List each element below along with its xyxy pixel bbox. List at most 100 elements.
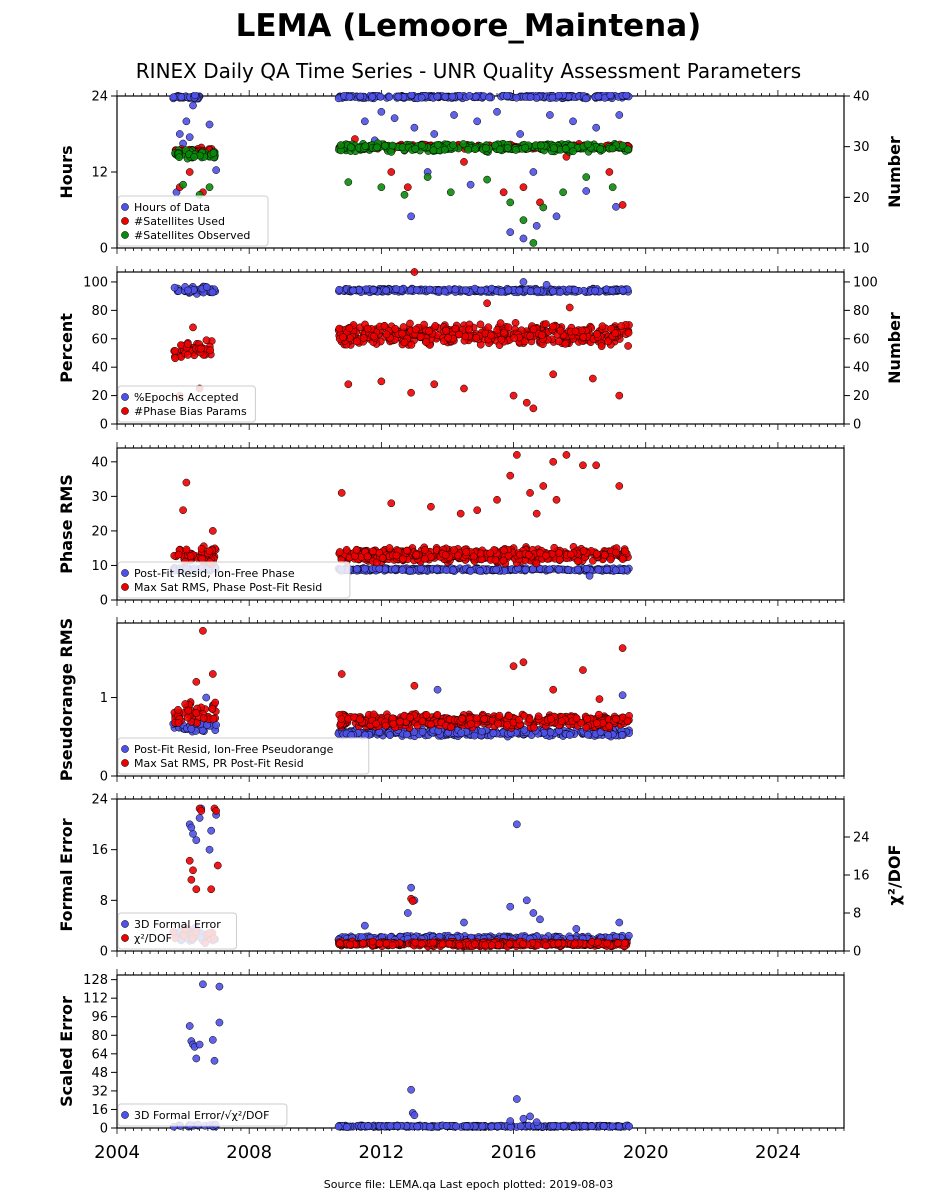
- data-point: [372, 558, 381, 567]
- data-point: [505, 712, 513, 720]
- data-point: [538, 331, 546, 339]
- data-point: [597, 342, 606, 351]
- data-point: [209, 714, 218, 723]
- data-point: [412, 551, 421, 559]
- data-point: [386, 731, 394, 739]
- data-point: [521, 565, 530, 574]
- legend-marker: [121, 759, 129, 767]
- y-tick-label: 8: [100, 894, 108, 909]
- data-point: [497, 288, 506, 296]
- data-point: [470, 731, 479, 740]
- data-point: [606, 555, 615, 564]
- legend-label: #Satellites Observed: [134, 229, 250, 242]
- data-point: [493, 107, 501, 116]
- data-point: [552, 212, 561, 221]
- data-point: [566, 550, 575, 559]
- figure-subtitle: RINEX Daily QA Time Series - UNR Quality…: [136, 59, 801, 83]
- data-point: [368, 547, 377, 556]
- data-point: [189, 101, 197, 110]
- data-points: [170, 268, 633, 413]
- data-point: [502, 92, 511, 100]
- data-point: [372, 719, 381, 728]
- data-point: [555, 555, 564, 564]
- data-point: [376, 92, 385, 101]
- data-point: [441, 92, 450, 101]
- data-point: [403, 909, 412, 917]
- data-point: [410, 681, 419, 690]
- data-point: [392, 551, 401, 560]
- data-point: [548, 93, 557, 102]
- data-point: [360, 921, 369, 930]
- data-point: [565, 303, 574, 312]
- data-point: [549, 322, 557, 331]
- y-right-tick-label: 30: [853, 140, 870, 155]
- panel-p4: 0 1 Pseudorange RMS Post-Fit Resid, Ion-Fre…: [57, 617, 845, 785]
- legend-label: Post-Fit Resid, Ion-Free Pseudorange: [134, 743, 334, 756]
- data-point: [174, 705, 182, 714]
- legend-box: [117, 385, 256, 423]
- data-point: [476, 286, 485, 295]
- data-point: [202, 336, 211, 345]
- data-point: [175, 130, 184, 138]
- data-point: [515, 286, 524, 295]
- data-point: [471, 145, 479, 154]
- data-point: [582, 187, 591, 195]
- data-point: [356, 715, 364, 724]
- data-point: [205, 547, 214, 555]
- data-point: [496, 145, 504, 154]
- data-point: [460, 918, 468, 927]
- figure-title: LEMA (Lemoore_Maintena): [236, 8, 702, 44]
- data-point: [387, 148, 396, 156]
- data-point: [411, 144, 419, 153]
- legend-marker: [121, 583, 129, 591]
- legend-label: #Satellites Used: [134, 215, 225, 228]
- data-point: [522, 896, 531, 905]
- y-right-tick-label: 40: [853, 361, 870, 376]
- data-point: [335, 324, 344, 333]
- data-point: [611, 329, 619, 338]
- data-point: [615, 391, 624, 400]
- y-axis-label: Pseudorange RMS: [57, 618, 76, 781]
- data-point: [617, 322, 626, 330]
- data-point: [403, 546, 411, 555]
- y-tick-label: 20: [91, 389, 108, 404]
- data-point: [483, 175, 491, 184]
- y-tick-label: 20: [91, 524, 108, 539]
- y-tick-label: 30: [91, 490, 108, 505]
- y-tick-label: 40: [91, 361, 108, 376]
- data-point: [478, 727, 486, 736]
- data-point: [199, 714, 208, 723]
- data-point: [441, 551, 450, 560]
- data-point: [378, 554, 387, 562]
- y-axis-label: Phase RMS: [57, 474, 76, 574]
- data-point: [344, 178, 353, 186]
- data-point: [389, 719, 398, 728]
- data-point: [207, 826, 216, 835]
- data-point: [179, 506, 187, 515]
- data-point: [466, 567, 475, 575]
- data-point: [449, 141, 458, 149]
- data-point: [197, 807, 206, 815]
- legend-label: #Phase Bias Params: [134, 405, 247, 418]
- data-point: [406, 319, 414, 328]
- data-point: [511, 319, 520, 327]
- legend-box: [117, 195, 269, 247]
- data-point: [459, 140, 468, 148]
- data-point: [187, 823, 196, 832]
- legend-marker: [121, 569, 129, 577]
- data-point: [506, 471, 515, 480]
- data-point: [552, 495, 561, 504]
- data-point: [506, 198, 515, 207]
- data-point: [185, 133, 194, 142]
- data-point: [369, 332, 378, 341]
- data-point: [430, 380, 439, 389]
- data-point: [604, 337, 612, 346]
- data-point: [460, 384, 468, 393]
- data-point: [402, 730, 411, 739]
- data-point: [410, 268, 419, 276]
- data-point: [539, 203, 548, 212]
- data-point: [369, 285, 378, 294]
- data-point: [451, 285, 460, 294]
- data-point: [363, 324, 372, 333]
- data-point: [519, 183, 528, 192]
